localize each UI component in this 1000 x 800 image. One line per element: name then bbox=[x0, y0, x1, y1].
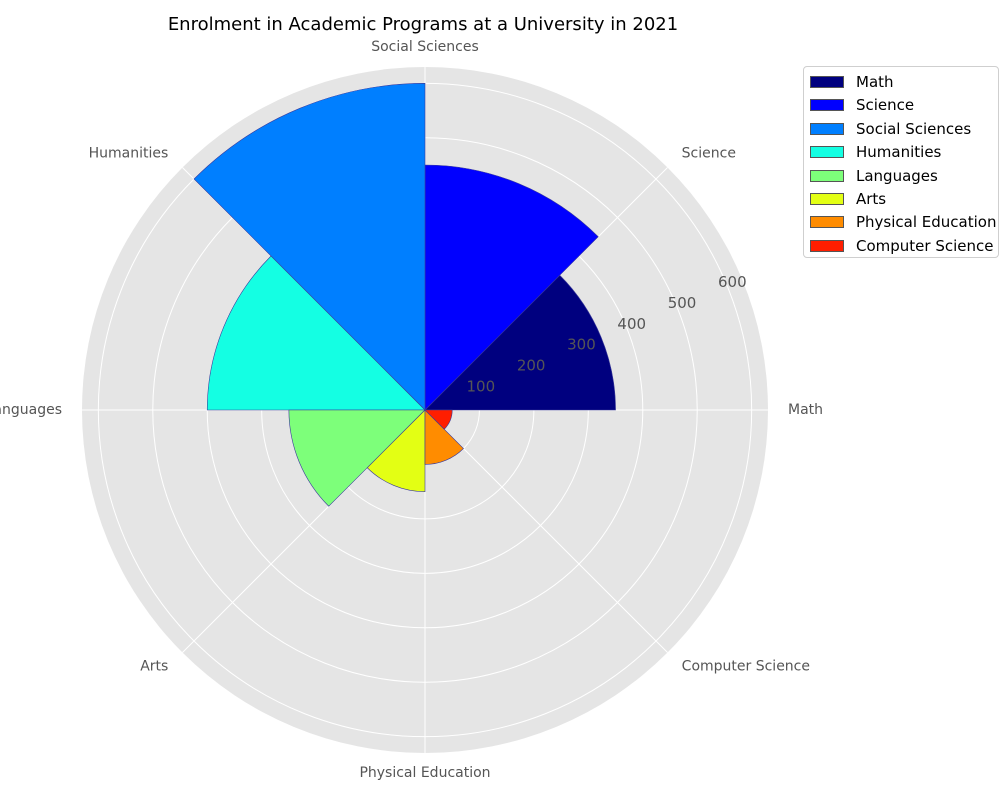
legend: Math Science Social Sciences Humanities Lang… bbox=[803, 66, 999, 258]
legend-item-humanities: Humanities bbox=[810, 141, 941, 163]
legend-item-physical-education: Physical Education bbox=[810, 211, 996, 233]
legend-item-arts: Arts bbox=[810, 188, 886, 210]
legend-swatch bbox=[810, 146, 844, 159]
legend-swatch bbox=[810, 193, 844, 205]
axis-label-arts: Arts bbox=[140, 659, 168, 675]
legend-label: Languages bbox=[856, 166, 938, 185]
axis-label-languages: Languages bbox=[0, 402, 62, 418]
bar-science bbox=[424, 164, 599, 411]
axis-label-computer-science: Computer Science bbox=[682, 659, 810, 675]
bar-physical-education bbox=[424, 409, 464, 465]
legend-item-science: Science bbox=[810, 94, 914, 116]
bar-social-sciences bbox=[193, 83, 426, 411]
radial-tick-400: 400 bbox=[617, 315, 646, 333]
grid-spoke bbox=[424, 409, 668, 653]
radial-tick-200: 200 bbox=[517, 357, 546, 375]
axis-label-humanities: Humanities bbox=[89, 145, 169, 161]
chart-title: Enrolment in Academic Programs at a Univ… bbox=[167, 14, 679, 35]
axis-label-science: Science bbox=[682, 145, 736, 161]
legend-item-social-sciences: Social Sciences bbox=[810, 118, 971, 140]
bar-languages bbox=[288, 409, 426, 507]
legend-label: Arts bbox=[856, 190, 887, 208]
legend-item-computer-science: Computer Science bbox=[810, 235, 993, 257]
axis-label-physical-education: Physical Education bbox=[359, 765, 490, 781]
bar-computer-science bbox=[424, 409, 453, 430]
radial-tick-300: 300 bbox=[567, 336, 596, 354]
axis-label-math: Math bbox=[788, 402, 823, 418]
axis-label-social-sciences: Social Sciences bbox=[371, 39, 479, 55]
axis-labels: Math Science Social Sciences Humanities Lang… bbox=[0, 39, 823, 781]
bars bbox=[193, 83, 616, 507]
legend-label: Math bbox=[856, 73, 894, 91]
legend-label: Social Sciences bbox=[856, 119, 972, 138]
legend-swatch bbox=[810, 122, 844, 135]
bar-humanities bbox=[206, 255, 426, 411]
radial-tick-600: 600 bbox=[718, 273, 747, 291]
legend-item-languages: Languages bbox=[810, 165, 938, 187]
bar-math bbox=[424, 274, 616, 411]
bar-arts bbox=[366, 409, 426, 492]
legend-swatch bbox=[810, 239, 844, 252]
legend-swatch bbox=[810, 216, 844, 229]
legend-swatch bbox=[810, 99, 844, 112]
radial-tick-500: 500 bbox=[668, 294, 697, 312]
legend-label: Science bbox=[856, 96, 915, 115]
radial-tick-100: 100 bbox=[467, 377, 496, 395]
legend-item-math: Math bbox=[810, 71, 894, 93]
legend-label: Humanities bbox=[856, 143, 942, 162]
legend-swatch bbox=[810, 169, 844, 182]
legend-swatch bbox=[810, 76, 844, 88]
radial-tick-labels: 100 200 300 400 500 600 bbox=[467, 273, 747, 395]
legend-label: Physical Education bbox=[856, 213, 997, 232]
legend-label: Computer Science bbox=[856, 236, 994, 255]
